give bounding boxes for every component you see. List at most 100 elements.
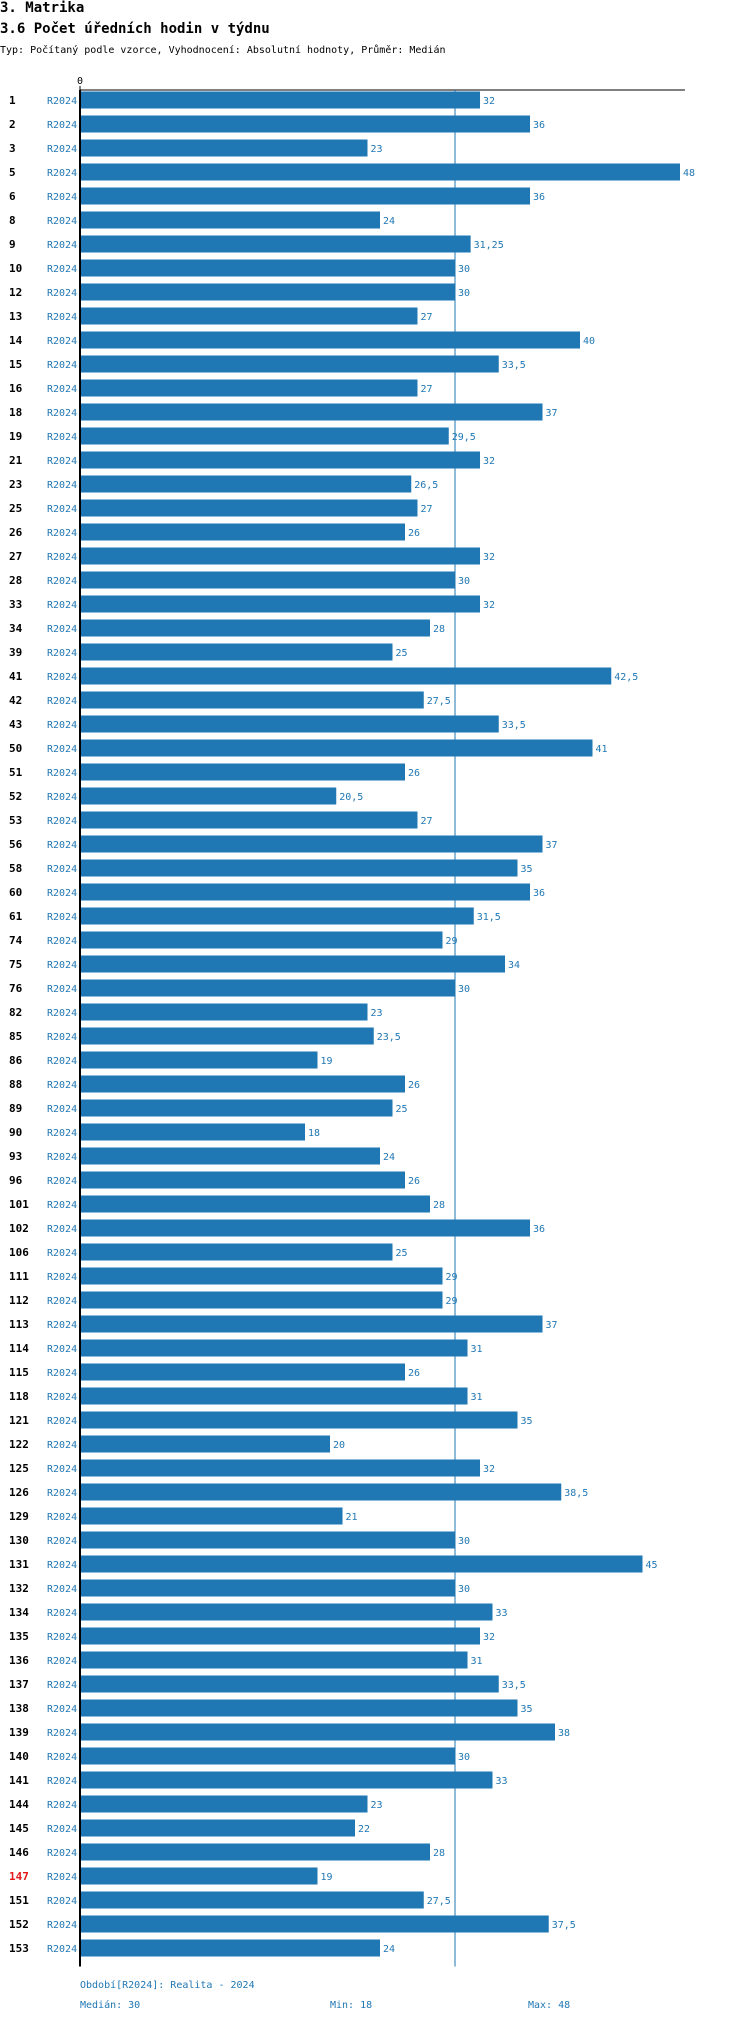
value-label: 29,5 bbox=[452, 432, 476, 443]
series-label: R2024 bbox=[47, 1104, 77, 1115]
category-label: 16 bbox=[9, 382, 23, 395]
bar bbox=[80, 691, 424, 709]
category-label: 141 bbox=[9, 1774, 29, 1787]
category-label: 101 bbox=[9, 1198, 29, 1211]
series-label: R2024 bbox=[47, 336, 77, 347]
bar bbox=[80, 1579, 455, 1597]
category-label: 115 bbox=[9, 1366, 29, 1379]
category-label: 82 bbox=[9, 1006, 22, 1019]
category-label: 86 bbox=[9, 1054, 23, 1067]
category-label: 151 bbox=[9, 1894, 29, 1907]
category-label: 3 bbox=[9, 142, 16, 155]
value-label: 31 bbox=[471, 1344, 483, 1355]
bar bbox=[80, 979, 455, 997]
bar bbox=[80, 835, 543, 853]
category-label: 126 bbox=[9, 1486, 29, 1499]
bar bbox=[80, 955, 505, 973]
category-label: 12 bbox=[9, 286, 22, 299]
value-label: 29 bbox=[446, 936, 458, 947]
value-label: 20 bbox=[333, 1440, 345, 1451]
bar bbox=[80, 1531, 455, 1549]
footer-period: Období[R2024]: Realita - 2024 bbox=[80, 1980, 255, 1991]
category-label: 42 bbox=[9, 694, 22, 707]
footer-median: Medián: 30 bbox=[80, 2000, 141, 2011]
value-label: 27 bbox=[421, 312, 433, 323]
value-label: 21 bbox=[346, 1512, 358, 1523]
series-label: R2024 bbox=[47, 1392, 77, 1403]
value-label: 48 bbox=[683, 168, 695, 179]
value-label: 19 bbox=[321, 1872, 333, 1883]
value-label: 26 bbox=[408, 528, 420, 539]
series-label: R2024 bbox=[47, 1632, 77, 1643]
value-label: 23,5 bbox=[377, 1032, 401, 1043]
value-label: 33,5 bbox=[502, 360, 526, 371]
series-label: R2024 bbox=[47, 384, 77, 395]
series-label: R2024 bbox=[47, 1584, 77, 1595]
bar bbox=[80, 1147, 380, 1165]
value-label: 37,5 bbox=[552, 1920, 576, 1931]
category-label: 88 bbox=[9, 1078, 22, 1091]
category-label: 8 bbox=[9, 214, 16, 227]
bar bbox=[80, 1123, 305, 1141]
series-label: R2024 bbox=[47, 1920, 77, 1931]
value-label: 30 bbox=[458, 1752, 470, 1763]
bar bbox=[80, 91, 480, 109]
value-label: 36 bbox=[533, 888, 545, 899]
bar bbox=[80, 1291, 443, 1309]
value-label: 28 bbox=[433, 1200, 445, 1211]
bar bbox=[80, 307, 418, 325]
category-label: 27 bbox=[9, 550, 22, 563]
series-label: R2024 bbox=[47, 312, 77, 323]
bar bbox=[80, 1411, 518, 1429]
category-label: 112 bbox=[9, 1294, 29, 1307]
series-label: R2024 bbox=[47, 1152, 77, 1163]
category-label: 56 bbox=[9, 838, 23, 851]
category-label: 106 bbox=[9, 1246, 29, 1259]
value-label: 28 bbox=[433, 1848, 445, 1859]
value-label: 31 bbox=[471, 1392, 483, 1403]
series-label: R2024 bbox=[47, 576, 77, 587]
value-label: 30 bbox=[458, 288, 470, 299]
category-label: 135 bbox=[9, 1630, 29, 1643]
series-label: R2024 bbox=[47, 168, 77, 179]
category-label: 144 bbox=[9, 1798, 29, 1811]
bar bbox=[80, 1435, 330, 1453]
category-label: 14 bbox=[9, 334, 23, 347]
category-label: 96 bbox=[9, 1174, 23, 1187]
category-label: 39 bbox=[9, 646, 22, 659]
series-label: R2024 bbox=[47, 1032, 77, 1043]
bar bbox=[80, 1723, 555, 1741]
series-label: R2024 bbox=[47, 1008, 77, 1019]
value-label: 42,5 bbox=[614, 672, 638, 683]
series-label: R2024 bbox=[47, 96, 77, 107]
series-label: R2024 bbox=[47, 1440, 77, 1451]
series-label: R2024 bbox=[47, 792, 77, 803]
value-label: 35 bbox=[521, 1416, 533, 1427]
value-label: 24 bbox=[383, 1944, 395, 1955]
bar bbox=[80, 1483, 562, 1501]
bar bbox=[80, 931, 443, 949]
bar bbox=[80, 451, 480, 469]
bar bbox=[80, 1819, 355, 1837]
category-label: 9 bbox=[9, 238, 16, 251]
bar bbox=[80, 235, 471, 253]
category-label: 15 bbox=[9, 358, 22, 371]
footer-max: Max: 48 bbox=[528, 2000, 571, 2011]
series-label: R2024 bbox=[47, 1872, 77, 1883]
bar bbox=[80, 331, 580, 349]
value-label: 24 bbox=[383, 1152, 395, 1163]
series-label: R2024 bbox=[47, 720, 77, 731]
section-title: 3. Matrika bbox=[0, 0, 85, 16]
series-label: R2024 bbox=[47, 1728, 77, 1739]
series-label: R2024 bbox=[47, 840, 77, 851]
series-label: R2024 bbox=[47, 264, 77, 275]
bar bbox=[80, 1675, 499, 1693]
category-label: 61 bbox=[9, 910, 23, 923]
series-label: R2024 bbox=[47, 456, 77, 467]
value-label: 32 bbox=[483, 456, 495, 467]
category-label: 130 bbox=[9, 1534, 29, 1547]
bar bbox=[80, 475, 412, 493]
value-label: 23 bbox=[371, 144, 383, 155]
footer-min: Min: 18 bbox=[330, 2000, 373, 2011]
